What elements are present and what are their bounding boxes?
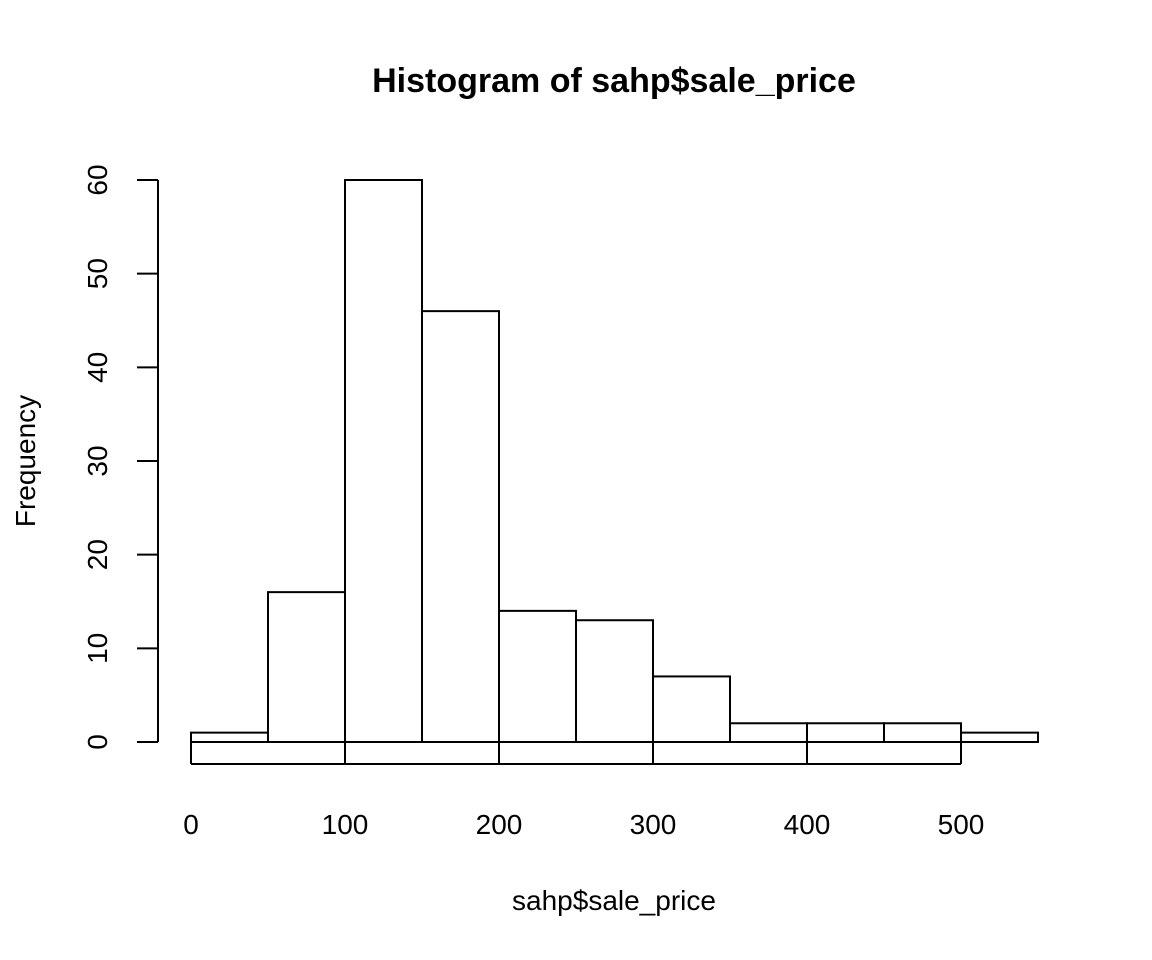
histogram-bar-7 (729, 722, 808, 743)
histogram-bar-0 (190, 731, 269, 744)
x-tick-label-300: 300 (630, 809, 677, 840)
x-tick-label-500: 500 (938, 809, 985, 840)
x-axis: 0 100 200 300 400 500 (183, 743, 984, 840)
x-tick-label-400: 400 (784, 809, 831, 840)
y-tick-label-60: 60 (82, 164, 113, 195)
histogram-bar-3 (421, 310, 500, 743)
y-tick-label-40: 40 (82, 352, 113, 383)
histogram-bar-6 (652, 675, 731, 744)
histogram-bar-9 (883, 722, 962, 743)
y-tick-label-50: 50 (82, 258, 113, 289)
histogram-bar-4 (498, 609, 577, 743)
y-axis-label: Frequency (10, 395, 41, 527)
x-tick-label-0: 0 (183, 809, 199, 840)
chart-title: Histogram of sahp$sale_price (372, 62, 856, 100)
x-tick-label-100: 100 (322, 809, 369, 840)
histogram-bar-5 (575, 619, 654, 744)
histogram-bar-8 (806, 722, 885, 743)
y-tick-label-20: 20 (82, 539, 113, 570)
x-axis-label: sahp$sale_price (512, 885, 716, 916)
histogram-bar-10 (960, 731, 1039, 744)
histogram-bar-2 (344, 179, 423, 743)
bars-group (190, 179, 1039, 744)
histogram-bar-1 (267, 591, 346, 744)
y-tick-label-30: 30 (82, 445, 113, 476)
y-axis: 0 10 20 30 40 50 60 (82, 164, 159, 750)
y-tick-label-10: 10 (82, 633, 113, 664)
y-tick-label-0: 0 (82, 734, 113, 750)
x-tick-label-200: 200 (476, 809, 523, 840)
